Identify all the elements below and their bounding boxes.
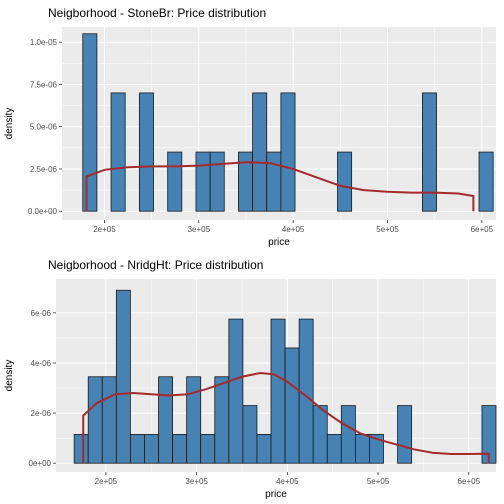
y-tick-label: 0e+00 xyxy=(29,459,52,468)
y-tick-label: 6e-06 xyxy=(31,309,52,318)
y-tick-label: 5.0e-06 xyxy=(30,123,58,132)
histogram-bar xyxy=(369,434,384,464)
histogram-bar xyxy=(73,434,89,464)
histogram-bar xyxy=(228,318,244,464)
histogram-bars xyxy=(73,289,497,464)
y-tick-label: 7.5e-06 xyxy=(30,80,58,89)
chart-title: Neigborhood - StoneBr: Price distributio… xyxy=(48,6,266,20)
y-tick-label: 0.0e+00 xyxy=(28,207,58,216)
x-tick-label: 2e+05 xyxy=(93,225,116,234)
x-tick-label: 2e+05 xyxy=(95,477,118,486)
y-tick-label: 4e-06 xyxy=(31,359,52,368)
x-tick-label: 4e+05 xyxy=(282,225,305,234)
x-tick-label: 3e+05 xyxy=(188,225,211,234)
histogram-bar xyxy=(280,92,296,212)
histogram-bar xyxy=(200,434,216,464)
histogram-bar xyxy=(238,151,253,212)
x-tick-label: 3e+05 xyxy=(185,477,208,486)
histogram-bar xyxy=(284,347,300,464)
histogram-bar xyxy=(144,434,159,464)
density-curve xyxy=(82,371,490,464)
y-axis-ticks: 0.0e+00 2.5e-06 5.0e-06 7.5e-06 1.0e-05 xyxy=(28,38,62,216)
histogram-bar xyxy=(242,405,258,464)
x-tick-label: 5e+05 xyxy=(376,225,399,234)
histogram-bar xyxy=(214,376,230,464)
chart-title: Neigborhood - NridgHt: Price distributio… xyxy=(48,258,263,272)
histogram-bar xyxy=(110,92,126,212)
x-tick-label: 6e+05 xyxy=(458,477,481,486)
histogram-bar xyxy=(172,434,188,464)
x-axis-label: price xyxy=(268,237,290,248)
chart-stonebr: Neigborhood - StoneBr: Price distributio… xyxy=(4,6,496,248)
histogram-bar xyxy=(397,405,413,464)
y-axis-ticks: 0e+00 2e-06 4e-06 6e-06 xyxy=(29,309,56,468)
x-axis-label: price xyxy=(265,489,287,500)
x-tick-label: 4e+05 xyxy=(276,477,299,486)
density-curve xyxy=(85,161,475,212)
histogram-bar xyxy=(337,151,353,212)
x-axis-ticks: 2e+05 3e+05 4e+05 5e+05 6e+05 xyxy=(93,220,494,234)
histogram-bar xyxy=(266,151,282,212)
histogram-bar xyxy=(167,151,183,212)
histogram-bar xyxy=(115,289,131,464)
chart-nridght: Neigborhood - NridgHt: Price distributio… xyxy=(4,258,497,500)
histogram-bar xyxy=(101,376,117,464)
histogram-bar xyxy=(312,405,328,464)
histogram-bar xyxy=(354,434,370,464)
y-tick-label: 1.0e-05 xyxy=(30,38,58,47)
histogram-bar xyxy=(82,33,98,212)
histogram-bar xyxy=(186,376,202,464)
histogram-bar xyxy=(326,434,342,464)
histogram-bar xyxy=(252,92,268,212)
histogram-bar xyxy=(195,151,211,212)
histogram-bar xyxy=(478,151,494,212)
x-tick-label: 6e+05 xyxy=(471,225,494,234)
histogram-bar xyxy=(256,434,272,464)
histogram-bar xyxy=(129,434,145,464)
histogram-bar xyxy=(209,151,225,212)
histogram-bar xyxy=(270,318,286,464)
histogram-bar xyxy=(158,376,173,464)
x-axis-ticks: 2e+05 3e+05 4e+05 5e+05 6e+05 xyxy=(95,472,481,486)
y-tick-label: 2e-06 xyxy=(31,409,52,418)
y-axis-label: density xyxy=(4,360,15,392)
histogram-bar xyxy=(422,92,437,212)
histogram-bar xyxy=(340,405,356,464)
y-axis-label: density xyxy=(4,108,15,140)
y-tick-label: 2.5e-06 xyxy=(30,165,58,174)
histogram-bar xyxy=(87,376,103,464)
x-tick-label: 5e+05 xyxy=(367,477,390,486)
histogram-bar xyxy=(138,92,154,212)
